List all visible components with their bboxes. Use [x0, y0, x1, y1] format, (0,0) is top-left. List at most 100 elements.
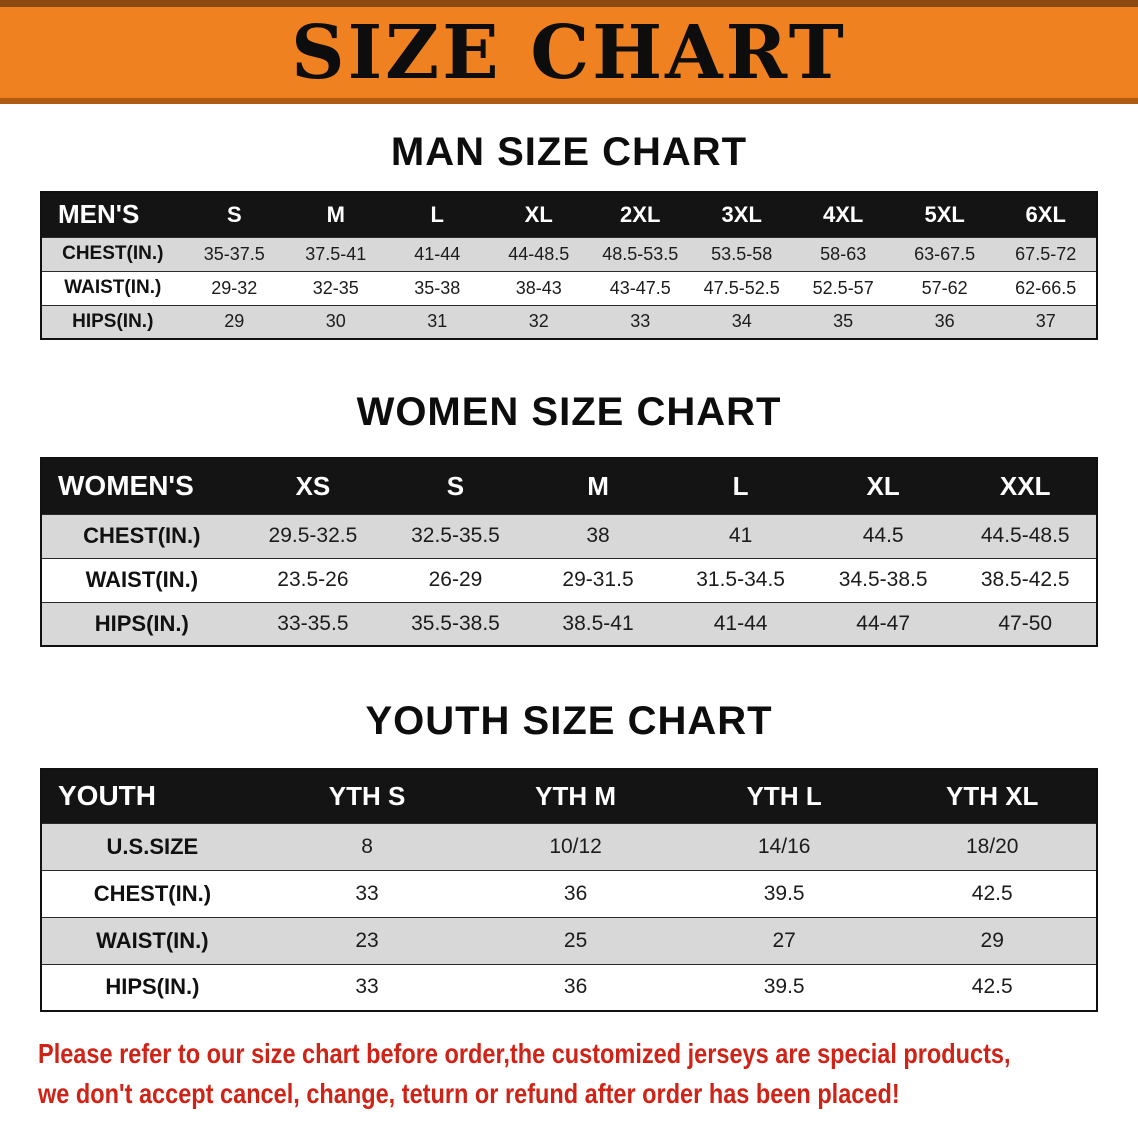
notice-line-1: Please refer to our size chart before or…	[38, 1038, 1011, 1069]
size-column-header: YTH L	[746, 780, 822, 811]
size-value: 63-67.5	[914, 243, 976, 264]
size-value: 32	[528, 311, 549, 332]
size-column-header: S	[226, 201, 242, 227]
footer-notice: Please refer to our size chart before or…	[38, 1034, 1138, 1114]
size-column-header: M	[587, 470, 609, 501]
size-column-header: 4XL	[823, 201, 864, 227]
size-value: 33	[630, 311, 651, 332]
size-value: 62-66.5	[1015, 277, 1077, 298]
table-row: HIPS(IN.) 29 30 31 32 33 34 35 36 37	[41, 305, 1097, 339]
size-value: 41-44	[414, 243, 461, 264]
size-value: 33	[355, 975, 379, 999]
table-row: HIPS(IN.) 33-35.5 35.5-38.5 38.5-41 41-44 44-…	[41, 602, 1097, 646]
size-value: 52.5-57	[812, 277, 874, 298]
notice-line-2: we don't accept cancel, change, teturn o…	[38, 1078, 900, 1109]
women-table: WOMEN'S XS S M L XL XXL CHEST(IN.) 29.5-32.5 32.5…	[40, 457, 1098, 647]
size-value: 53.5-58	[711, 243, 773, 264]
size-value: 36	[934, 311, 955, 332]
size-value: 43-47.5	[609, 277, 671, 298]
size-column-header: XS	[295, 470, 331, 501]
size-value: 42.5	[971, 881, 1013, 905]
size-value: 8	[361, 834, 373, 858]
row-label: HIPS(IN.)	[105, 974, 200, 1000]
size-value: 33-35.5	[277, 611, 349, 635]
row-label: CHEST(IN.)	[93, 880, 212, 906]
row-label: CHEST(IN.)	[83, 523, 201, 548]
size-value: 39.5	[763, 975, 805, 999]
youth-heading: YOUTH SIZE CHART	[365, 699, 773, 743]
size-value: 41	[728, 524, 753, 547]
size-value: 35-38	[414, 277, 461, 298]
size-column-header: L	[430, 201, 444, 227]
men-table: MEN'S S M L XL 2XL 3XL 4XL 5XL 6XL CHEST(IN.) 35-37…	[40, 191, 1098, 340]
table-row: WAIST(IN.) 23 25 27 29	[41, 917, 1097, 964]
men-header-row: MEN'S S M L XL 2XL 3XL 4XL 5XL 6XL	[41, 192, 1097, 237]
size-value: 32-35	[312, 277, 359, 298]
size-value: 37.5-41	[305, 243, 367, 264]
size-value: 67.5-72	[1015, 243, 1077, 264]
size-column-header: 6XL	[1025, 201, 1066, 227]
size-value: 33	[355, 881, 379, 905]
size-value: 44-48.5	[508, 243, 570, 264]
size-column-header: YTH XL	[945, 780, 1039, 811]
size-value: 41-44	[713, 611, 768, 635]
size-column-header: S	[446, 470, 465, 501]
section-men: MAN SIZE CHART MEN'S S M L XL 2XL 3XL 4XL 5XL 6XL C…	[0, 130, 1138, 340]
row-label: U.S.SIZE	[106, 833, 199, 859]
row-label: HIPS(IN.)	[94, 610, 189, 636]
size-value: 47-50	[998, 611, 1053, 635]
size-value: 57-62	[921, 277, 968, 298]
size-value: 29-31.5	[562, 568, 634, 591]
size-value: 29.5-32.5	[268, 524, 358, 547]
size-column-header: XL	[866, 470, 900, 501]
size-value: 38	[586, 524, 610, 547]
size-value: 35	[833, 311, 854, 332]
size-value: 47.5-52.5	[703, 277, 780, 298]
size-value: 48.5-53.5	[602, 243, 679, 264]
size-value: 31.5-34.5	[696, 568, 785, 591]
size-value: 44.5	[862, 524, 904, 547]
section-youth: YOUTH SIZE CHART YOUTH YTH S YTH M YTH L YTH …	[0, 699, 1138, 1012]
size-column-header: XXL	[999, 470, 1051, 501]
size-column-header: L	[732, 470, 749, 501]
size-column-header: YTH S	[328, 780, 406, 811]
size-value: 35.5-38.5	[411, 611, 500, 635]
women-table-title: WOMEN'S	[58, 470, 194, 502]
men-heading: MAN SIZE CHART	[390, 130, 748, 174]
table-row: WAIST(IN.) 29-32 32-35 35-38 38-43 43-47.5 47.…	[41, 271, 1097, 305]
size-value: 34	[731, 311, 752, 332]
size-column-header: 5XL	[924, 201, 965, 227]
row-label: WAIST(IN.)	[85, 567, 199, 592]
size-value: 25	[563, 928, 588, 952]
row-label: HIPS(IN.)	[72, 310, 154, 332]
size-value: 27	[772, 928, 796, 952]
size-column-header: 2XL	[620, 201, 661, 227]
size-column-header: YTH M	[535, 780, 617, 811]
size-value: 29	[980, 928, 1004, 952]
size-value: 35-37.5	[203, 243, 265, 264]
size-value: 23.5-26	[277, 568, 349, 591]
table-row: WAIST(IN.) 23.5-26 26-29 29-31.5 31.5-34.5 34…	[41, 558, 1097, 602]
size-value: 14/16	[757, 834, 811, 858]
youth-table: YOUTH YTH S YTH M YTH L YTH XL U.S.SIZE 8 10/12…	[40, 768, 1098, 1012]
row-label: CHEST(IN.)	[62, 243, 164, 264]
banner: SIZE CHART	[0, 0, 1138, 104]
size-value: 23	[355, 928, 379, 952]
table-row: CHEST(IN.) 33 36 39.5 42.5	[41, 870, 1097, 917]
section-women: WOMEN SIZE CHART WOMEN'S XS S M L XL XXL CHEST(I…	[0, 390, 1138, 647]
size-value: 44-47	[856, 611, 911, 635]
size-value: 26-29	[428, 568, 483, 591]
size-value: 38.5-41	[562, 611, 634, 635]
women-heading: WOMEN SIZE CHART	[356, 390, 782, 434]
table-row: CHEST(IN.) 29.5-32.5 32.5-35.5 38 41 44.5 44.5…	[41, 514, 1097, 558]
size-value: 29-32	[211, 277, 258, 298]
youth-table-title: YOUTH	[58, 780, 156, 812]
size-value: 58-63	[820, 243, 867, 264]
size-value: 44.5-48.5	[980, 524, 1070, 547]
women-header-row: WOMEN'S XS S M L XL XXL	[41, 458, 1097, 514]
row-label: WAIST(IN.)	[96, 927, 209, 953]
size-value: 30	[325, 311, 346, 332]
size-value: 32.5-35.5	[411, 524, 500, 547]
size-value: 34.5-38.5	[838, 568, 928, 591]
size-value: 42.5	[971, 975, 1013, 999]
